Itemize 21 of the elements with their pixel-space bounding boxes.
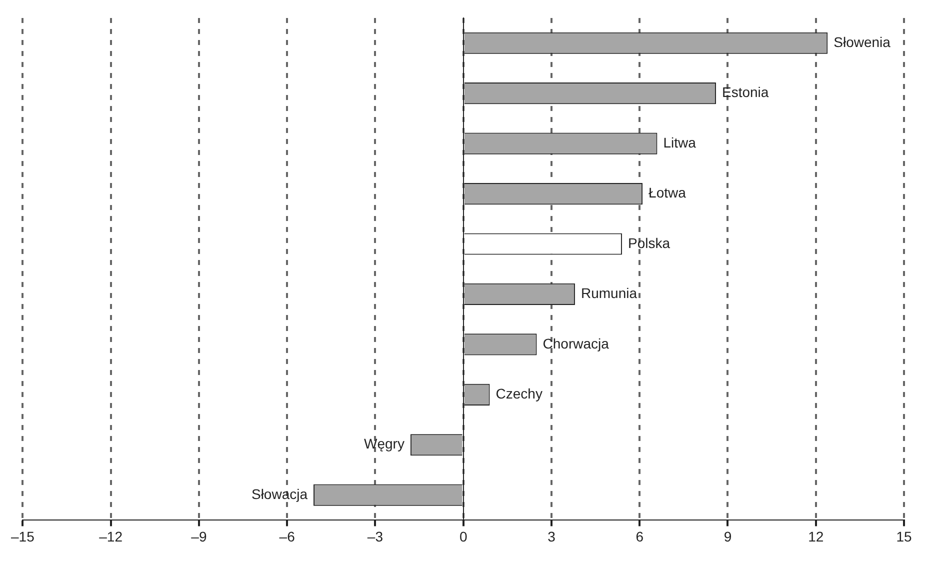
x-tick-label: –9 xyxy=(191,528,207,544)
y-tick-label: Chorwacja xyxy=(542,335,610,352)
x-tick-label: 12 xyxy=(808,528,824,544)
x-tick-label: 3 xyxy=(548,528,556,544)
y-tick-label: Słowacja xyxy=(251,486,308,502)
x-tick-label: –15 xyxy=(11,528,35,544)
y-tick-label: Czechy xyxy=(496,386,542,402)
x-tick-label: 6 xyxy=(636,528,644,544)
y-tick-label: Węgry xyxy=(364,436,404,452)
y-tick-label: Rumunia xyxy=(580,285,638,302)
y-tick-label: Słowenia xyxy=(834,34,891,50)
y-tick-label: Litwa xyxy=(663,134,696,150)
x-tick-label: 0 xyxy=(459,528,468,544)
y-tick-label: Estonia xyxy=(722,84,769,100)
x-tick-label: –3 xyxy=(367,528,384,544)
y-tick-label: Polska xyxy=(628,234,670,251)
x-tick-label: –6 xyxy=(279,528,296,544)
x-tick-label: 9 xyxy=(724,528,732,544)
x-tick-label: –12 xyxy=(99,528,123,544)
y-tick-label: Łotwa xyxy=(648,184,686,201)
x-tick-label: 15 xyxy=(896,528,912,544)
